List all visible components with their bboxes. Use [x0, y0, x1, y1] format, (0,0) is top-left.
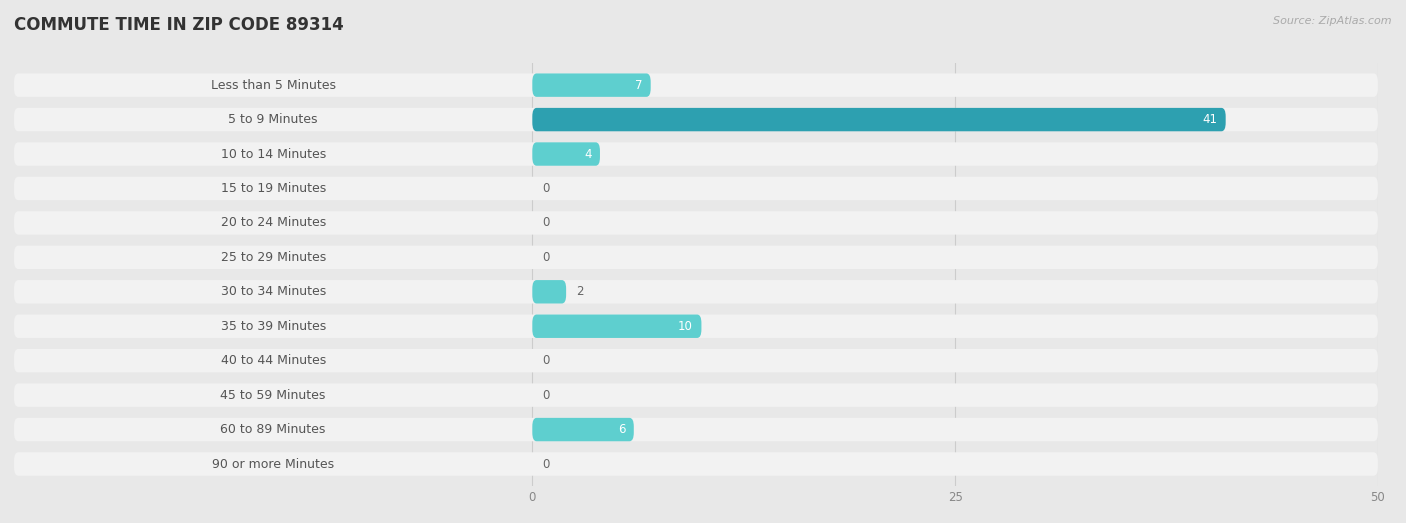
Text: 30 to 34 Minutes: 30 to 34 Minutes — [221, 285, 326, 298]
FancyBboxPatch shape — [14, 383, 1378, 407]
FancyBboxPatch shape — [533, 280, 567, 303]
Text: 5 to 9 Minutes: 5 to 9 Minutes — [228, 113, 318, 126]
Text: 40 to 44 Minutes: 40 to 44 Minutes — [221, 354, 326, 367]
Text: 10 to 14 Minutes: 10 to 14 Minutes — [221, 147, 326, 161]
FancyBboxPatch shape — [533, 73, 651, 97]
Text: 0: 0 — [543, 182, 550, 195]
Text: 0: 0 — [543, 458, 550, 471]
Text: 0: 0 — [543, 354, 550, 367]
Text: 4: 4 — [583, 147, 592, 161]
Text: 6: 6 — [617, 423, 626, 436]
FancyBboxPatch shape — [14, 280, 1378, 303]
Text: 41: 41 — [1202, 113, 1218, 126]
FancyBboxPatch shape — [14, 418, 1378, 441]
FancyBboxPatch shape — [533, 142, 600, 166]
Text: 0: 0 — [543, 251, 550, 264]
Text: 10: 10 — [678, 320, 693, 333]
FancyBboxPatch shape — [14, 349, 1378, 372]
Text: 15 to 19 Minutes: 15 to 19 Minutes — [221, 182, 326, 195]
Text: COMMUTE TIME IN ZIP CODE 89314: COMMUTE TIME IN ZIP CODE 89314 — [14, 16, 344, 33]
Text: 45 to 59 Minutes: 45 to 59 Minutes — [221, 389, 326, 402]
Text: 25 to 29 Minutes: 25 to 29 Minutes — [221, 251, 326, 264]
Text: 60 to 89 Minutes: 60 to 89 Minutes — [221, 423, 326, 436]
FancyBboxPatch shape — [14, 314, 1378, 338]
FancyBboxPatch shape — [14, 142, 1378, 166]
FancyBboxPatch shape — [14, 211, 1378, 235]
Text: 35 to 39 Minutes: 35 to 39 Minutes — [221, 320, 326, 333]
FancyBboxPatch shape — [14, 452, 1378, 476]
FancyBboxPatch shape — [14, 177, 1378, 200]
FancyBboxPatch shape — [14, 246, 1378, 269]
Text: 90 or more Minutes: 90 or more Minutes — [212, 458, 335, 471]
Text: 0: 0 — [543, 217, 550, 230]
FancyBboxPatch shape — [533, 418, 634, 441]
Text: 0: 0 — [543, 389, 550, 402]
Text: 2: 2 — [576, 285, 583, 298]
FancyBboxPatch shape — [533, 108, 1226, 131]
Text: Less than 5 Minutes: Less than 5 Minutes — [211, 78, 336, 92]
FancyBboxPatch shape — [14, 73, 1378, 97]
FancyBboxPatch shape — [14, 108, 1378, 131]
Text: 7: 7 — [634, 78, 643, 92]
FancyBboxPatch shape — [533, 314, 702, 338]
Text: 20 to 24 Minutes: 20 to 24 Minutes — [221, 217, 326, 230]
Text: Source: ZipAtlas.com: Source: ZipAtlas.com — [1274, 16, 1392, 26]
